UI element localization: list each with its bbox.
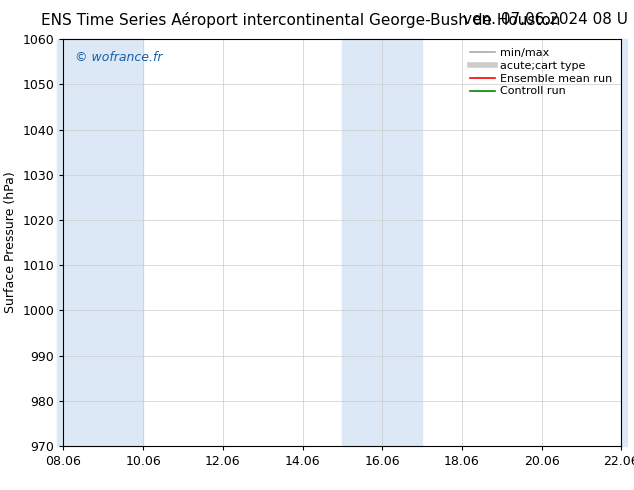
Text: ENS Time Series Aéroport intercontinental George-Bush de Houston: ENS Time Series Aéroport intercontinenta… (41, 12, 560, 28)
Bar (342, 39, 422, 446)
Bar (621, 39, 627, 446)
Text: © wofrance.fr: © wofrance.fr (75, 51, 162, 64)
Y-axis label: Surface Pressure (hPa): Surface Pressure (hPa) (4, 172, 17, 314)
Bar (58, 39, 143, 446)
Text: ven. 07.06.2024 08 U: ven. 07.06.2024 08 U (463, 12, 628, 27)
Legend: min/max, acute;cart type, Ensemble mean run, Controll run: min/max, acute;cart type, Ensemble mean … (467, 45, 616, 100)
